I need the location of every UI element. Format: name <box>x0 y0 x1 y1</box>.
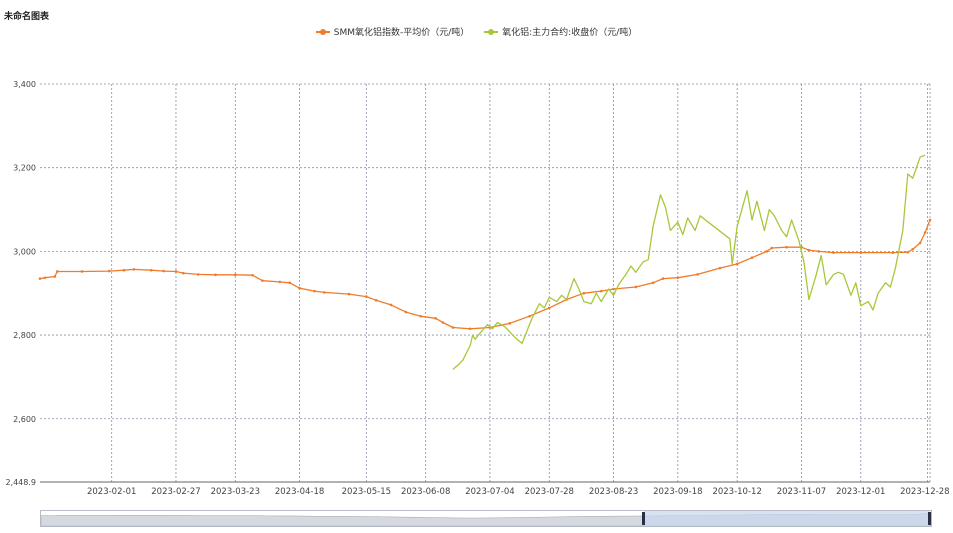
series-point-0 <box>162 269 165 273</box>
legend: SMM氧化铝指数-平均价（元/吨） 氧化铝:主力合约:收盘价（元/吨） <box>0 25 953 38</box>
series-point-0 <box>107 269 111 273</box>
series-point-0 <box>612 287 615 291</box>
series-point-0 <box>451 326 455 329</box>
x-tick-label: 2023-12-28 <box>900 487 949 497</box>
y-tick-label: 3,400 <box>13 80 36 89</box>
series-point-0 <box>928 218 932 222</box>
series-point-0 <box>251 273 254 277</box>
series-point-0 <box>634 285 638 289</box>
x-tick-label: 2023-10-12 <box>712 487 761 497</box>
series-point-0 <box>599 289 603 293</box>
y-tick-label: 3,200 <box>13 164 36 173</box>
series-point-0 <box>651 281 655 285</box>
series-point-0 <box>182 271 185 275</box>
series-point-0 <box>528 314 531 318</box>
series-point-0 <box>582 291 586 295</box>
series-point-0 <box>313 289 316 293</box>
series-point-0 <box>214 273 217 277</box>
y-tick-label: 2,600 <box>13 415 36 424</box>
series-point-0 <box>441 321 445 324</box>
series-point-0 <box>347 292 351 296</box>
x-tick-label: 2023-06-08 <box>401 487 450 497</box>
y-tick-label: 2,800 <box>13 331 36 340</box>
x-tick-label: 2023-02-27 <box>151 487 200 497</box>
chart-title: 未命名图表 <box>4 12 50 22</box>
series-point-0 <box>80 270 84 273</box>
series-point-0 <box>419 314 423 318</box>
series-point-0 <box>374 299 378 302</box>
series-point-0 <box>923 231 927 234</box>
series-point-0 <box>298 286 301 290</box>
series-point-0 <box>906 250 910 254</box>
series-point-0 <box>53 275 57 278</box>
x-tick-label: 2023-02-01 <box>87 487 136 497</box>
series-point-0 <box>278 280 282 284</box>
series-point-0 <box>696 273 699 276</box>
legend-item-futures-close[interactable]: 氧化铝:主力合约:收盘价（元/吨） <box>484 25 637 38</box>
y-tick-label: 3,000 <box>13 247 36 256</box>
legend-label-smm-index: SMM氧化铝指数-平均价（元/吨） <box>333 28 470 38</box>
zoom-slider[interactable] <box>40 510 932 527</box>
x-tick-label: 2023-04-18 <box>275 487 324 497</box>
series-point-0 <box>547 306 551 310</box>
series-point-0 <box>891 251 895 254</box>
series-point-0 <box>832 251 835 254</box>
series-point-0 <box>196 273 200 276</box>
series-point-0 <box>404 310 408 314</box>
y-tick-label: 2,448.9 <box>5 478 36 487</box>
series-point-0 <box>468 327 472 331</box>
series-point-0 <box>676 276 680 280</box>
series-point-0 <box>859 251 863 254</box>
series-point-0 <box>750 256 754 259</box>
series-point-0 <box>911 247 914 251</box>
series-point-0 <box>365 295 368 298</box>
series-point-0 <box>132 268 136 271</box>
series-point-0 <box>174 270 178 273</box>
series-point-0 <box>508 322 512 325</box>
series-point-0 <box>56 270 59 273</box>
legend-item-smm-index[interactable]: SMM氧化铝指数-平均价（元/吨） <box>315 25 470 38</box>
series-point-0 <box>718 266 722 270</box>
series-point-0 <box>918 241 922 245</box>
series-point-0 <box>389 303 393 307</box>
x-tick-label: 2023-05-15 <box>342 487 391 497</box>
series-point-0 <box>122 268 126 272</box>
x-tick-label: 2023-11-07 <box>777 487 826 497</box>
series-point-0 <box>807 248 811 252</box>
legend-swatch-futures-close <box>484 28 499 35</box>
zoom-handle-right[interactable] <box>928 512 931 525</box>
series-point-0 <box>38 277 42 280</box>
series-point-0 <box>785 245 788 249</box>
series-line-0 <box>39 219 931 330</box>
series-point-0 <box>770 246 774 250</box>
series-point-0 <box>149 268 153 272</box>
series-line-1 <box>452 154 926 370</box>
series-point-0 <box>288 281 291 285</box>
legend-label-futures-close: 氧化铝:主力合约:收盘价（元/吨） <box>502 28 638 38</box>
x-tick-label: 2023-12-01 <box>836 487 885 497</box>
series-point-0 <box>323 291 326 294</box>
series-point-0 <box>261 279 264 282</box>
x-tick-label: 2023-09-18 <box>653 487 702 497</box>
series-point-0 <box>765 250 769 253</box>
series-point-0 <box>234 273 237 277</box>
x-tick-label: 2023-03-23 <box>211 487 260 497</box>
series-point-0 <box>817 250 821 253</box>
x-tick-label: 2023-07-28 <box>525 487 574 497</box>
legend-swatch-smm-index <box>315 28 330 35</box>
zoom-selected-window[interactable] <box>644 511 930 526</box>
series-point-0 <box>661 277 665 280</box>
x-tick-label: 2023-08-23 <box>589 487 638 497</box>
series-point-0 <box>43 276 47 280</box>
x-tick-label: 2023-07-04 <box>465 487 514 497</box>
series-point-0 <box>735 262 739 266</box>
series-point-0 <box>434 317 437 320</box>
zoom-handle-left[interactable] <box>642 512 645 525</box>
